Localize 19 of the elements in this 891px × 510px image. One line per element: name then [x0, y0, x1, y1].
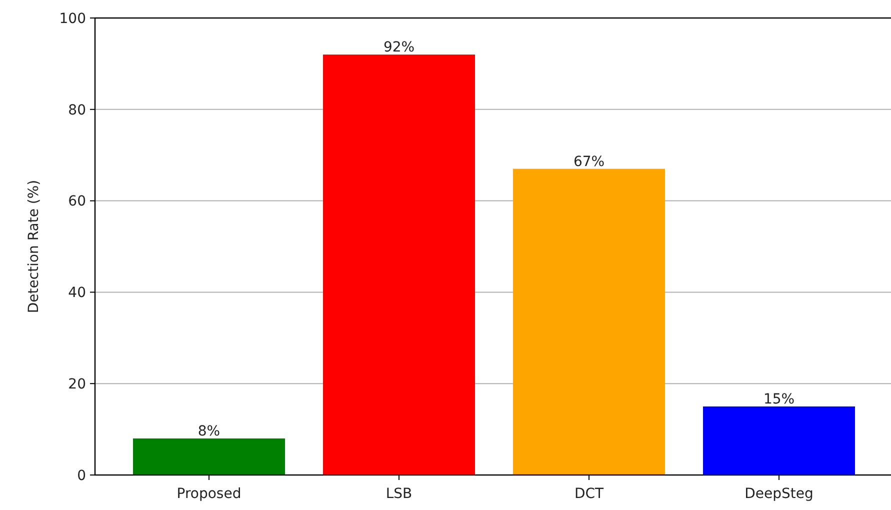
data-label: 15%: [763, 391, 795, 408]
x-tick-label: LSB: [386, 486, 412, 502]
x-tick-label: Proposed: [176, 486, 242, 502]
y-tick-label: 20: [68, 376, 86, 392]
bar: [513, 168, 665, 475]
y-tick-label: 60: [68, 194, 86, 210]
y-axis-title: Detection Rate (%): [26, 180, 42, 314]
data-label: 67%: [573, 154, 605, 170]
x-tick-label: DeepSteg: [744, 486, 814, 502]
x-tick-label: DCT: [574, 486, 604, 502]
y-tick-label: 100: [59, 10, 86, 27]
y-tick-label: 80: [68, 102, 86, 118]
bar: [703, 406, 855, 475]
y-tick-label: 0: [77, 468, 86, 484]
data-label: 92%: [383, 40, 415, 56]
bar: [323, 54, 475, 475]
bar: [133, 438, 285, 475]
data-label: 8%: [198, 423, 220, 440]
y-tick-label: 40: [68, 285, 86, 302]
